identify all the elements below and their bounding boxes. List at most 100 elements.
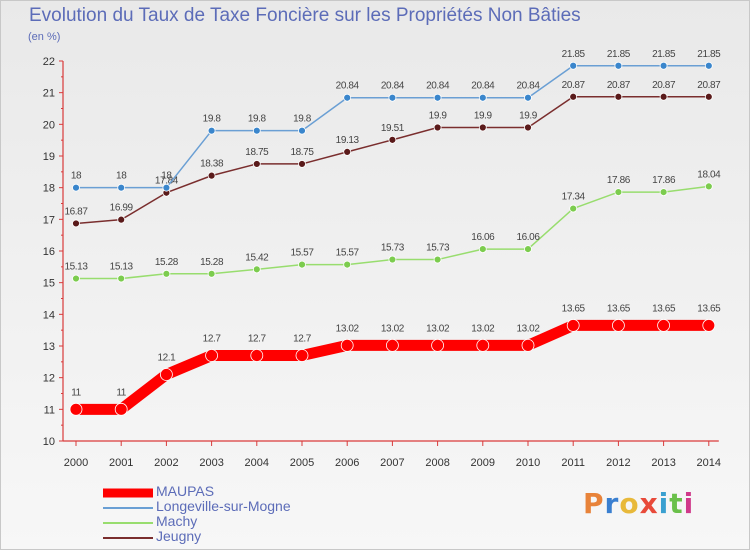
data-point [298,260,306,269]
data-label: 18 [161,171,172,182]
data-label: 19.8 [203,114,222,125]
x-tick-label: 2000 [64,457,88,469]
y-tick-label: 18 [43,183,55,195]
y-tick-label: 13 [43,341,55,353]
y-tick-label: 14 [43,309,55,321]
data-point [295,349,309,362]
data-label: 19.13 [336,135,360,146]
data-point [614,92,623,101]
data-point [72,274,80,283]
x-tick-label: 2011 [561,457,585,469]
data-label: 11 [116,387,126,398]
data-label: 12.7 [203,334,222,345]
data-label: 15.42 [245,252,269,263]
x-tick-label: 2007 [380,457,404,469]
legend-swatch [103,536,153,539]
y-tick-label: 17 [43,214,55,226]
data-point [524,123,532,132]
x-tick-label: 2001 [109,457,133,469]
data-label: 13.65 [562,303,586,314]
data-point [524,245,532,254]
data-point [478,245,487,254]
data-point [478,123,487,132]
logo-letter: x [639,487,659,520]
data-point [612,319,625,332]
data-point [117,183,126,192]
legend-swatch [103,521,153,524]
x-tick-label: 2009 [471,457,495,469]
data-point [207,269,216,278]
data-label: 21.85 [607,49,631,60]
y-tick-label: 22 [43,56,55,68]
data-label: 20.87 [562,80,586,91]
data-label: 18.75 [245,147,269,158]
logo-letter: i [658,487,670,520]
data-point [431,338,445,352]
data-point [433,255,442,264]
legend-swatch [103,488,153,497]
data-label: 12.7 [248,334,267,345]
data-point [433,123,442,132]
axes: 10 11 12 13 14 15 16 17 18 19 20 21 22 2000 2001 2002 20… [43,56,721,469]
data-point [569,61,578,70]
data-label: 19.9 [519,111,538,122]
data-label: 11 [71,387,81,398]
data-label: 13.02 [516,323,540,334]
data-point [704,182,713,191]
x-tick-label: 2010 [516,457,540,469]
data-label: 18 [116,171,127,182]
data-point [114,402,128,416]
data-label: 12.7 [293,334,312,345]
data-label: 20.87 [607,80,631,91]
data-point [162,183,171,192]
x-tick-label: 2008 [425,457,449,469]
x-tick-label: 2004 [245,457,269,469]
logo-letter: r [604,487,620,520]
data-label: 12.1 [157,353,176,364]
data-point [614,188,623,197]
data-label: 15.28 [155,257,179,268]
data-label: 19.9 [429,111,448,122]
data-point [704,92,713,101]
data-point [250,349,264,362]
data-label: 16.06 [516,232,540,243]
data-point [69,402,83,416]
data-point [388,135,397,144]
data-label: 15.73 [426,243,450,254]
series-line [70,319,715,415]
x-tick-label: 2014 [697,457,721,469]
data-label: 15.13 [110,262,134,273]
data-label: 21.85 [697,49,721,60]
y-tick-label: 10 [43,436,55,448]
data-label: 15.13 [64,262,88,273]
logo-letter: o [619,487,640,520]
chart-title: Evolution du Taux de Taxe Foncière sur l… [29,5,581,26]
data-point [207,171,216,180]
x-tick-label: 2013 [651,457,675,469]
legend-label: Jeugny [156,528,202,544]
data-label: 16.87 [64,206,88,217]
data-label: 18 [71,171,82,182]
data-point [433,93,442,102]
data-point [385,338,399,352]
data-point [569,204,578,213]
data-label: 19.9 [474,111,493,122]
data-point [388,93,397,102]
data-label: 17.84 [155,176,179,187]
x-tick-label: 2003 [199,457,223,469]
data-point [207,126,216,135]
data-label: 20.84 [426,81,450,92]
data-point [659,188,668,197]
data-label: 20.84 [516,81,540,92]
data-label: 20.87 [652,80,676,91]
data-point [614,61,623,70]
data-point [117,274,126,283]
data-label: 16.99 [110,203,134,214]
data-label: 19.8 [293,114,312,125]
data-point [524,93,532,102]
data-label: 20.84 [381,81,405,92]
data-point [72,219,80,228]
data-label: 13.02 [336,323,360,334]
data-point [159,368,173,381]
